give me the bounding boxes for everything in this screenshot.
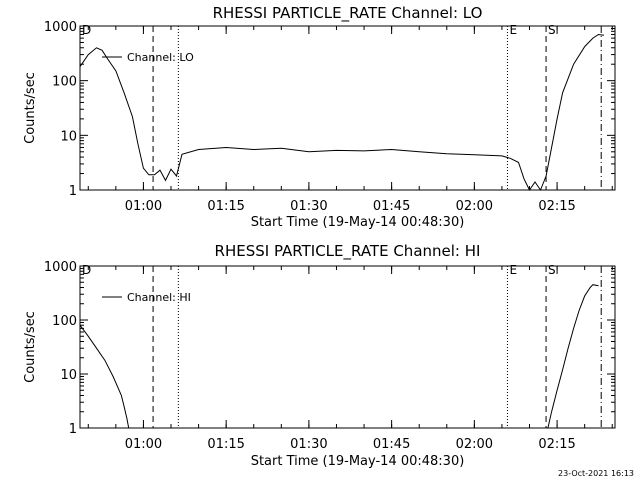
x-tick-label: 01:15 (207, 437, 244, 452)
marker-label: D (82, 23, 91, 37)
marker-label: S (548, 23, 556, 37)
y-tick-label: 100 (52, 314, 77, 329)
series-line (79, 284, 599, 429)
x-tick-label: 01:45 (373, 437, 410, 452)
x-tick-label: 02:00 (456, 437, 493, 452)
x-tick-label: 01:30 (290, 437, 327, 452)
x-tick-label: 01:15 (207, 199, 244, 214)
y-tick-label: 10 (60, 129, 77, 144)
x-tick-label: 02:15 (538, 437, 575, 452)
chart-title: RHESSI PARTICLE_RATE Channel: HI (215, 242, 481, 261)
legend-label: Channel: LO (127, 51, 194, 64)
marker-label: D (82, 263, 91, 277)
y-tick-label: 100 (52, 75, 77, 90)
plot-frame (79, 25, 616, 191)
x-axis-label: Start Time (19-May-14 00:48:30) (251, 215, 465, 230)
y-tick-label: 1 (69, 422, 77, 437)
chart-hi: RHESSI PARTICLE_RATE Channel: HI 1 10 100 10… (23, 242, 616, 469)
marker-label: E (509, 23, 517, 37)
x-tick-label: 02:00 (456, 199, 493, 214)
marker-label: E (509, 263, 517, 277)
series-line (79, 33, 605, 192)
y-tick-label: 1000 (44, 20, 77, 35)
y-axis-label: Counts/sec (23, 72, 38, 144)
chart-lo: RHESSI PARTICLE_RATE Channel: LO 1 10 100 10… (23, 4, 616, 230)
y-tick-label: 1 (69, 184, 77, 199)
x-axis-label: Start Time (19-May-14 00:48:30) (251, 454, 465, 469)
marker-label: S (548, 263, 556, 277)
y-axis-label: Counts/sec (23, 311, 38, 383)
legend-label: Channel: HI (127, 291, 191, 304)
x-tick-label: 02:15 (538, 199, 575, 214)
chart-title: RHESSI PARTICLE_RATE Channel: LO (213, 4, 483, 23)
x-tick-label: 01:30 (290, 199, 327, 214)
y-tick-label: 10 (60, 368, 77, 383)
x-tick-label: 01:45 (373, 199, 410, 214)
y-tick-label: 1000 (44, 260, 77, 275)
x-tick-label: 01:00 (125, 199, 162, 214)
footer-timestamp: 23-Oct-2021 16:13 (558, 469, 634, 478)
x-tick-label: 01:00 (125, 437, 162, 452)
